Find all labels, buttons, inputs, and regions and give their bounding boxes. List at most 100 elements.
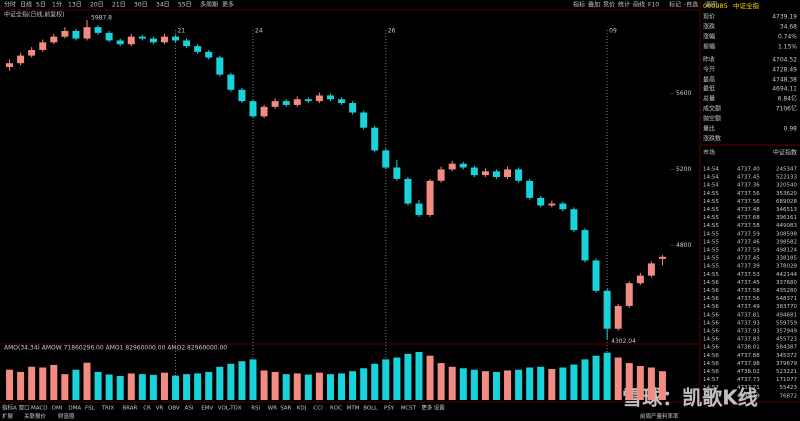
volume-bar <box>426 355 434 400</box>
period-tab[interactable]: 多周期 <box>200 1 218 9</box>
tool-button[interactable]: F10 <box>648 2 659 9</box>
indicator-tab[interactable]: MTM <box>347 406 360 412</box>
volume-bar <box>437 363 445 400</box>
volume-bar <box>94 371 102 400</box>
tool-button[interactable]: 画线 <box>633 1 645 9</box>
tool-button[interactable]: -自选 <box>684 1 698 9</box>
trade-volume: 689028 <box>776 199 797 205</box>
trade-volume: 76872 <box>780 393 798 399</box>
volume-bar <box>138 374 146 400</box>
trade-price: 4737.45 <box>737 280 760 286</box>
tool-button[interactable]: 统计 <box>618 1 630 9</box>
indicator-tab[interactable]: VOL-TDX <box>218 406 242 412</box>
trade-time: 14:55 <box>703 223 719 229</box>
trade-time: 14:56 <box>703 296 719 302</box>
volume-bar <box>205 371 213 400</box>
indicator-tab[interactable]: OBV <box>168 406 180 412</box>
footer-item[interactable]: 关联报价 <box>24 412 47 420</box>
candle-body <box>238 89 246 102</box>
tool-button[interactable]: 标记 <box>669 1 681 9</box>
candle-body <box>271 101 279 107</box>
indicator-tab[interactable]: MACD <box>31 406 48 412</box>
y-tick-label: 5200 <box>676 166 691 173</box>
period-tab[interactable]: 34日 <box>156 2 170 9</box>
indicator-tab[interactable]: DMI <box>52 406 63 412</box>
period-tab[interactable]: 5日 <box>36 2 46 9</box>
indicator-tab[interactable]: CR <box>143 406 151 412</box>
volume-bar <box>492 371 500 400</box>
period-tab[interactable]: 更多 <box>222 1 234 9</box>
indicator-tab[interactable]: TRIX <box>101 406 115 412</box>
trade-volume: 308598 <box>776 231 797 237</box>
footer-item[interactable]: 财富圈 <box>58 412 75 420</box>
quote-value: 34.68 <box>780 24 797 31</box>
indicator-tab[interactable]: WR <box>268 406 277 412</box>
volume-bar <box>515 369 523 400</box>
trade-time: 14:56 <box>703 369 719 375</box>
tool-button[interactable]: 返回 <box>705 2 717 9</box>
tool-button[interactable]: 竞价 <box>603 1 615 9</box>
indicator-tab[interactable]: 更多 <box>421 404 433 412</box>
period-tab[interactable]: 30日 <box>134 2 148 9</box>
period-tab[interactable]: 13日 <box>68 2 82 9</box>
candle-body <box>426 180 434 215</box>
indicator-tab[interactable]: PSY <box>384 406 395 412</box>
volume-bar <box>658 371 666 400</box>
indicator-tab[interactable]: SAR <box>280 406 291 412</box>
candle-body <box>83 27 91 39</box>
footer-item[interactable]: 扩展 <box>2 412 14 420</box>
trade-time: 14:55 <box>703 215 719 221</box>
indicator-tab[interactable]: 设置 <box>434 404 446 412</box>
quote-label: 总量 <box>703 95 715 103</box>
trade-volume: 522133 <box>776 175 797 181</box>
indicator-tab[interactable]: KDJ <box>297 406 307 412</box>
volume-bar <box>28 366 36 400</box>
trade-volume: 398582 <box>776 239 797 245</box>
indicator-tab[interactable]: 指标A <box>2 404 17 412</box>
volume-bar <box>282 374 290 400</box>
candle-body <box>304 99 312 102</box>
quote-value: 4748.38 <box>772 77 797 84</box>
trade-price: 4737.83 <box>737 337 760 343</box>
period-tab[interactable]: 21日 <box>112 2 126 9</box>
indicator-tab[interactable]: VR <box>156 406 164 412</box>
candle-body <box>338 99 346 104</box>
volume-bar <box>183 374 191 400</box>
period-tab[interactable]: 20日 <box>90 2 104 9</box>
indicator-tab[interactable]: 窗口 <box>19 404 30 412</box>
indicator-tab[interactable]: BRAR <box>122 406 137 412</box>
period-tab[interactable]: 55日 <box>178 2 192 9</box>
tool-button[interactable]: 叠加 <box>588 1 600 9</box>
period-tab[interactable]: 日线 <box>20 1 32 9</box>
quote-value: 1.15% <box>778 44 797 51</box>
indicator-tab[interactable]: ASI <box>185 406 194 412</box>
volume-bar <box>83 362 91 400</box>
volume-bar <box>238 361 246 400</box>
indicator-tab[interactable]: RSI <box>251 406 260 412</box>
indicator-tab[interactable]: FSL <box>85 406 96 412</box>
tool-button[interactable]: 指标 <box>573 1 585 9</box>
indicator-tab[interactable]: BOLL <box>363 406 378 412</box>
quote-name: 中证全指 <box>733 1 760 10</box>
candle-body <box>216 57 224 75</box>
volume-bar <box>360 368 368 400</box>
indicator-tab[interactable]: ROC <box>330 406 342 412</box>
period-tab[interactable]: 1分 <box>52 1 62 9</box>
indicator-tab[interactable]: CCI <box>313 406 323 412</box>
period-tab[interactable]: 分时 <box>4 1 16 9</box>
trade-price: 4737.56 <box>737 191 760 197</box>
trade-volume: 320540 <box>776 183 797 189</box>
volume-bar <box>260 370 268 400</box>
trade-price: 4737.56 <box>737 296 760 302</box>
volume-bar <box>559 367 567 400</box>
trade-time: 14:56 <box>703 329 719 335</box>
trade-volume: 383770 <box>776 304 797 310</box>
indicator-tab[interactable]: EMV <box>201 406 213 412</box>
volume-bar <box>647 367 655 400</box>
quote-value: 4704.52 <box>772 57 797 64</box>
indicator-tab[interactable]: DMA <box>68 406 81 412</box>
indicator-tab[interactable]: MCST <box>401 406 417 412</box>
trade-price: 4737.56 <box>737 199 760 205</box>
volume-bar <box>304 374 312 400</box>
trades-header: 中证指数 <box>773 149 797 157</box>
